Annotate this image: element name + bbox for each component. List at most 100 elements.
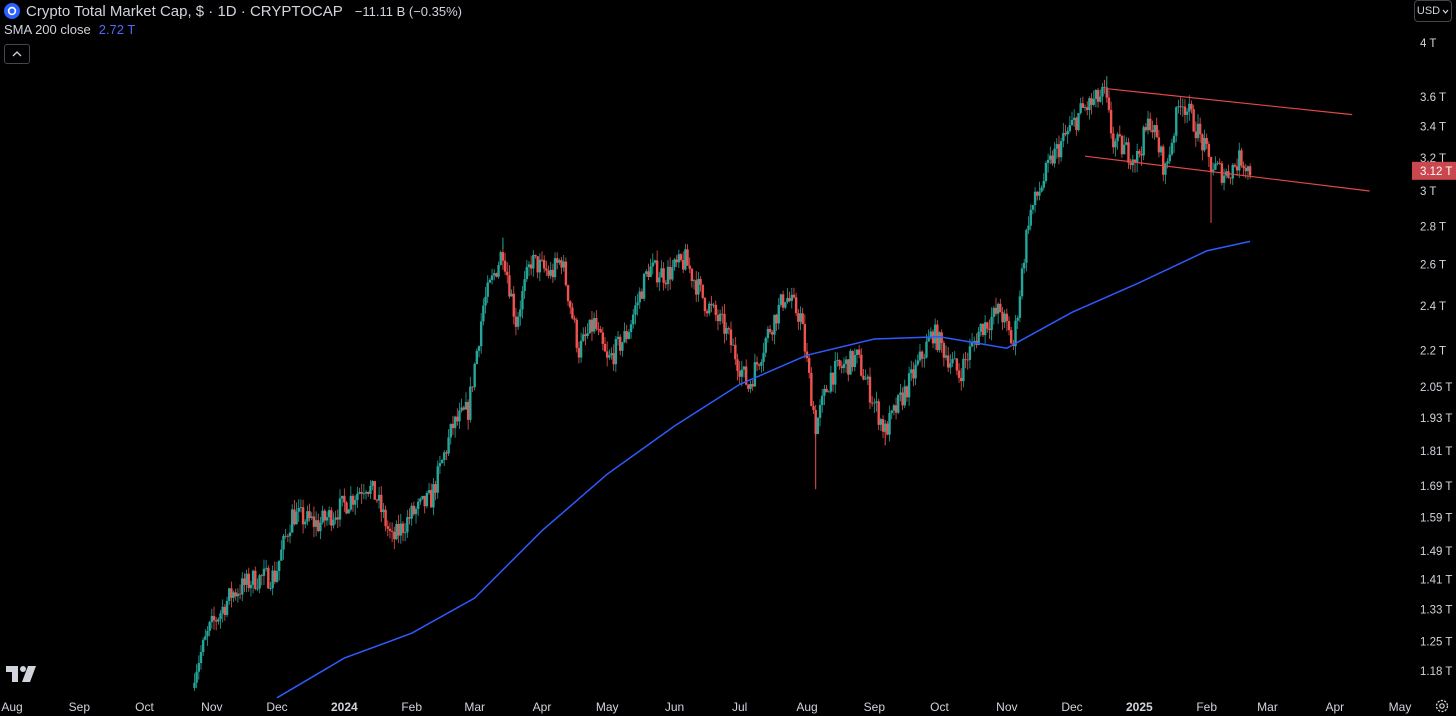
candle-body: [1075, 117, 1078, 131]
candle-body: [414, 508, 418, 515]
channel-upper-trendline: [1106, 88, 1353, 116]
currency-select[interactable]: USD: [1414, 0, 1452, 22]
candle-body: [710, 303, 713, 306]
candle-body: [1099, 96, 1102, 102]
candle-body: [603, 343, 607, 352]
time-axis-label: Aug: [1, 700, 22, 714]
candle-body: [432, 484, 435, 508]
candle-body: [879, 419, 883, 425]
candle-body: [1138, 151, 1141, 154]
symbol-title[interactable]: Crypto Total Market Cap, $ · 1D · CRYPTO…: [26, 2, 343, 20]
candle-body: [671, 267, 674, 280]
candle-body: [792, 294, 796, 298]
time-axis-label: Dec: [266, 700, 287, 714]
candle-body: [821, 395, 824, 406]
candle-body: [831, 372, 835, 385]
candle-body: [1020, 268, 1024, 297]
price-axis-label: 4 T: [1420, 38, 1436, 50]
candle-body: [758, 364, 761, 366]
candle-body: [1125, 142, 1128, 145]
candle-body: [1185, 111, 1189, 115]
candle-body: [605, 351, 609, 358]
candle-body: [1211, 169, 1215, 173]
candle-body: [962, 358, 965, 382]
candle-body: [912, 369, 915, 379]
candle-body: [840, 366, 843, 369]
candle-body: [790, 294, 793, 301]
candle-body: [503, 260, 507, 272]
candle-body: [286, 535, 290, 537]
candle-body: [523, 279, 526, 292]
candle-body: [1042, 180, 1045, 188]
candle-body: [608, 355, 611, 358]
indicator-name: SMA 200 close: [4, 22, 91, 37]
price-axis[interactable]: 4 T 3.6 T 3.4 T 3.2 T 3 T 2.8 T 2.6 T 2.4 T 2.2 …: [1412, 38, 1456, 678]
candle-body: [475, 350, 479, 364]
candle-body: [684, 249, 687, 270]
candle-body: [753, 362, 757, 387]
indicator-legend[interactable]: SMA 200 close 2.72 T: [4, 22, 135, 37]
candle-body: [903, 386, 906, 406]
candle-body: [705, 311, 709, 314]
candle-body: [612, 353, 615, 365]
candle-body: [788, 298, 791, 301]
candle-body: [193, 682, 196, 688]
candle-body: [718, 313, 722, 322]
candle-body: [199, 652, 203, 664]
candle-body: [1007, 321, 1011, 331]
candle-body: [777, 304, 780, 324]
candle-body: [1179, 106, 1182, 108]
candle-body: [812, 406, 815, 411]
time-axis-label: Nov: [996, 700, 1017, 714]
candle-body: [223, 606, 227, 616]
time-axis-label: Dec: [1061, 700, 1082, 714]
candle-body: [708, 303, 711, 314]
candle-body: [310, 516, 313, 519]
candle-body: [966, 359, 969, 361]
candle-body: [1201, 134, 1204, 151]
candle-body: [857, 349, 861, 355]
candle-body: [464, 401, 468, 410]
candle-body: [619, 336, 622, 351]
candle-body: [951, 359, 954, 364]
candle-body: [1242, 165, 1245, 168]
candle-body: [1096, 90, 1100, 102]
candle-body: [495, 273, 498, 277]
candle-body: [1135, 151, 1139, 163]
candle-body: [584, 334, 587, 336]
settings-gear-icon[interactable]: [1434, 698, 1450, 714]
candle-body: [1214, 163, 1217, 170]
candle-body: [249, 584, 253, 589]
candle-body: [1183, 106, 1187, 115]
candle-body: [884, 423, 887, 432]
candle-body: [1198, 123, 1202, 135]
candle-body: [818, 405, 822, 418]
candle-body: [371, 481, 374, 486]
candle-body: [553, 258, 557, 278]
candle-body: [629, 324, 633, 333]
candle-body: [1036, 191, 1039, 196]
candle-body: [905, 386, 909, 398]
candle-body: [1190, 103, 1193, 110]
candle-body: [849, 350, 852, 375]
time-axis[interactable]: Aug Sep Oct Nov Dec 2024 Feb Mar Apr May Jun Jul Aug…: [1, 700, 1411, 714]
candle-body: [1144, 127, 1148, 131]
candle-body: [838, 360, 841, 367]
candle-body: [443, 452, 446, 460]
candle-body: [542, 260, 546, 269]
candle-body: [319, 522, 322, 532]
candle-body: [1062, 132, 1065, 142]
price-axis-label: 3.4 T: [1420, 122, 1446, 134]
candle-body: [380, 494, 383, 513]
candle-body: [957, 370, 961, 378]
time-axis-label: Apr: [1325, 700, 1344, 714]
candle-body: [1107, 97, 1111, 110]
collapse-legend-button[interactable]: [4, 44, 30, 64]
candle-body: [625, 331, 628, 339]
candle-body: [1051, 155, 1054, 164]
candle-body: [1238, 150, 1241, 171]
price-change: −11.11 B (−0.35%): [354, 3, 462, 19]
candle-body: [979, 323, 982, 332]
candle-body: [1064, 132, 1067, 135]
